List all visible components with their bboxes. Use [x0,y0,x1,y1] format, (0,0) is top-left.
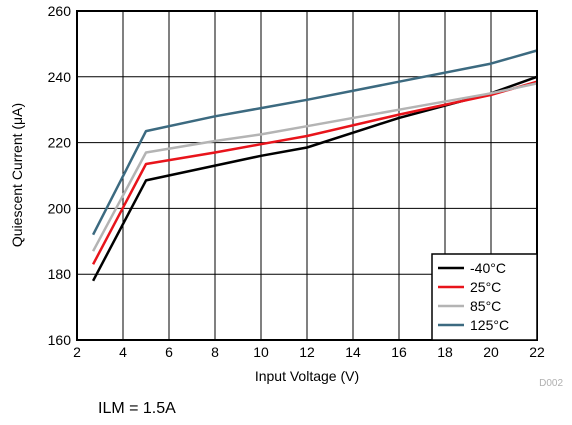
x-tick-label: 16 [391,344,407,360]
legend: -40°C 25°C 85°C 125°C [431,253,538,341]
x-tick-labels: 2 4 6 8 10 12 14 16 18 20 22 [73,344,545,360]
legend-label: 25°C [470,279,501,295]
x-tick-label: 2 [73,344,81,360]
caption: ILM = 1.5A [98,400,176,417]
x-tick-label: 14 [345,344,361,360]
y-tick-label: 220 [48,135,72,151]
x-tick-label: 4 [119,344,127,360]
y-tick-labels: 160 180 200 220 240 260 [48,3,72,348]
figure-id: D002 [539,378,563,389]
x-tick-label: 12 [299,344,315,360]
y-tick-label: 180 [48,266,72,282]
x-tick-label: 20 [483,344,499,360]
series-line [91,75,538,282]
x-axis-title: Input Voltage (V) [255,368,359,384]
y-axis-title: Quiescent Current (μA) [9,103,25,247]
y-tick-label: 260 [48,3,72,19]
y-tick-label: 200 [48,200,72,216]
x-tick-label: 8 [211,344,219,360]
y-tick-label: 240 [48,69,72,85]
x-tick-label: 6 [165,344,173,360]
legend-label: 125°C [470,317,509,333]
y-tick-label: 160 [48,332,72,348]
series-line [91,82,538,252]
x-tick-label: 18 [437,344,453,360]
series-line [91,49,538,236]
legend-label: -40°C [470,260,506,276]
legend-label: 85°C [470,298,501,314]
x-tick-label: 22 [529,344,545,360]
series-line [91,80,538,265]
plot-frame [76,10,538,341]
x-tick-label: 10 [253,344,269,360]
series-layer [91,49,538,282]
